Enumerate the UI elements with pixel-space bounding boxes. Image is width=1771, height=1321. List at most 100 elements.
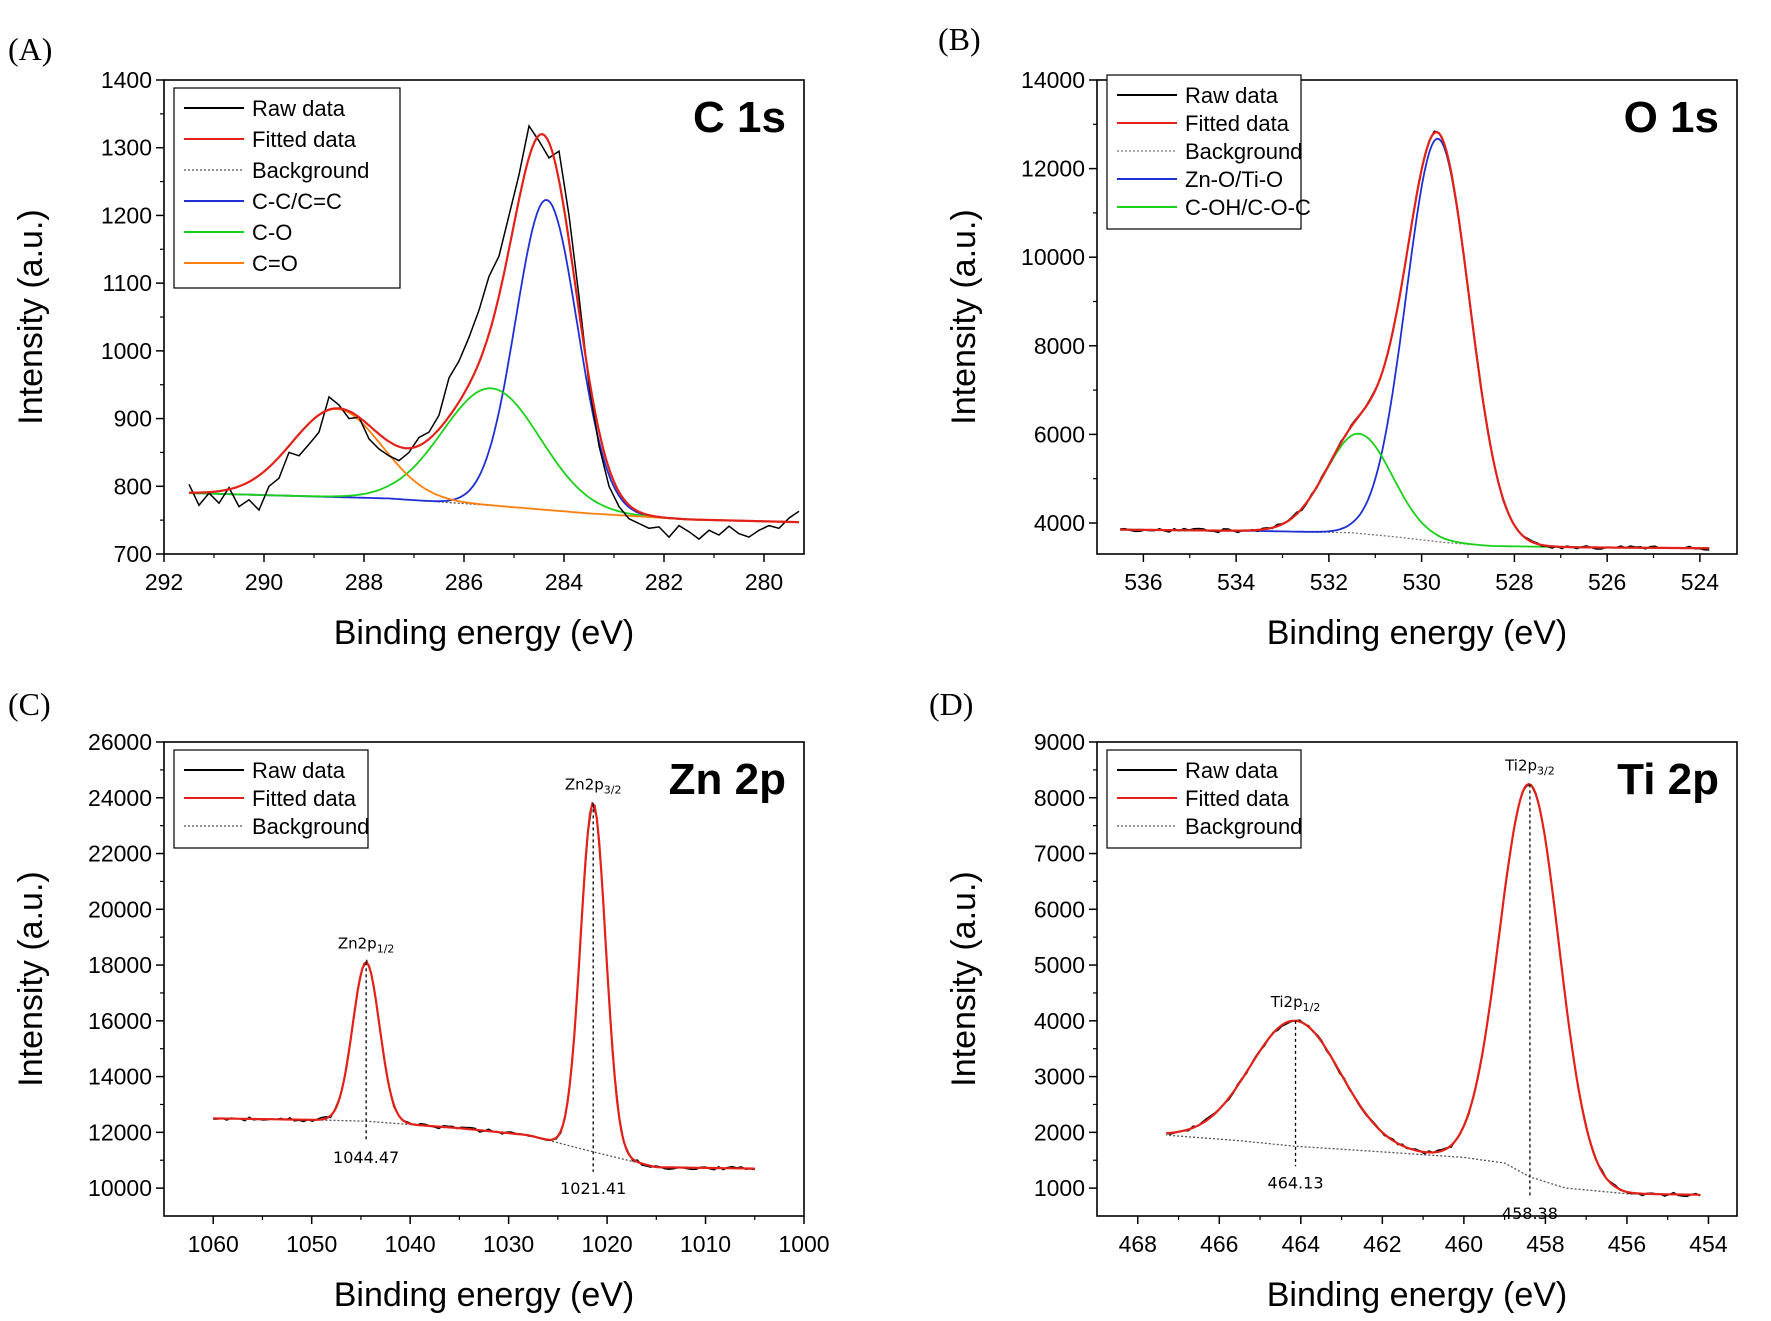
background-line [213,1117,755,1170]
x-tick-label: 1030 [483,1231,534,1257]
peak-label-main: Ti2p [1270,993,1303,1011]
x-tick-label: 528 [1495,569,1533,595]
legend-entry: Zn-O/Ti-O [1185,167,1283,192]
legend-entry: Raw data [1185,83,1279,108]
x-tick-label: 292 [145,569,183,595]
peak-value-label: 458.38 [1502,1204,1558,1223]
legend-entry: Fitted data [1185,111,1290,136]
y-tick-label: 8000 [1034,785,1085,811]
y-tick-label: 14000 [88,1064,152,1090]
plot-frame [1096,741,1738,1217]
y-tick-label: 4000 [1034,510,1085,536]
y-tick-label: 10000 [88,1175,152,1201]
peak-label-subscript: 1/2 [377,942,395,955]
legend-box [173,87,401,289]
y-tick-label: 8000 [1034,333,1085,359]
panel-c1s: (A) 700 800 900 1000 1100 1200 1300 1400 292 290 2… [8,31,805,652]
y-tick-label: 10000 [1021,244,1085,270]
peak-value-label: 464.13 [1268,1173,1324,1192]
fitted-line [1166,782,1701,1196]
x-tick-label: 290 [245,569,283,595]
panel-title: C 1s [693,93,786,142]
legend-entry: Background [252,814,369,839]
x-axis-title: Binding energy (eV) [334,1276,635,1314]
peak-label: Ti2p1/2 [1270,993,1321,1014]
x-tick-label: 454 [1689,1231,1728,1257]
peak-label-subscript: 3/2 [1537,764,1555,777]
x-tick-label: 1010 [680,1231,731,1257]
y-tick-label: 12000 [88,1119,152,1145]
x-tick-label: 282 [645,569,683,595]
x-tick-label: 460 [1445,1231,1483,1257]
y-tick-label: 2000 [1034,1119,1085,1145]
panel-zn2p: (C) 10000 12000 14000 16000 18000 20000 22000 2… [8,686,830,1314]
x-tick-label: 524 [1681,569,1720,595]
x-axis-title: Binding energy (eV) [1267,1276,1568,1314]
panel-letter: (B) [938,21,981,57]
y-tick-label: 1000 [1034,1175,1085,1201]
x-tick-label: 1000 [778,1231,829,1257]
legend-entry: C=O [252,251,298,276]
background-line [1166,1134,1701,1196]
y-tick-label: 20000 [88,896,152,922]
fitted-line [213,802,755,1170]
legend-entry: Fitted data [1185,786,1290,811]
panel-o1s: (B) 4000 6000 8000 10000 12000 14000 536 534 532… [938,21,1738,652]
x-tick-label: 462 [1363,1231,1401,1257]
y-tick-label: 6000 [1034,896,1085,922]
x-axis-title: Binding energy (eV) [1267,614,1568,652]
y-tick-label: 14000 [1021,67,1085,93]
peak-label-main: Zn2p [338,934,377,952]
legend-box [1106,74,1302,230]
plot-frame [163,741,805,1217]
panel-title: O 1s [1624,93,1719,142]
x-axis-title: Binding energy (eV) [334,614,635,652]
legend-entry: Background [252,158,369,183]
y-tick-label: 900 [114,406,152,432]
x-tick-label: 1040 [385,1231,436,1257]
legend-entry: Background [1185,814,1302,839]
y-tick-label: 1200 [101,202,152,228]
panel-letter: (D) [929,686,973,722]
y-tick-label: 26000 [88,729,152,755]
background-line [189,492,800,523]
peak-value-label: 1044.47 [333,1148,399,1167]
y-tick-label: 1100 [103,270,152,296]
y-axis-title: Intensity (a.u.) [12,209,50,424]
panel-letter: (A) [8,31,52,67]
legend-entry: C-O [252,220,292,245]
panel-title: Zn 2p [669,755,786,804]
x-tick-label: 1020 [581,1231,632,1257]
y-tick-label: 1300 [101,135,152,161]
x-tick-label: 526 [1588,569,1626,595]
y-axis-title: Intensity (a.u.) [945,871,983,1086]
legend-entry: Raw data [252,758,346,783]
y-axis-title: Intensity (a.u.) [12,871,50,1086]
raw-data-line [188,124,800,541]
y-tick-label: 4000 [1034,1008,1085,1034]
y-tick-label: 1000 [101,338,152,364]
y-tick-label: 800 [114,473,152,499]
fitted-line [189,132,800,524]
legend-entry: C-OH/C-O-C [1185,195,1311,220]
peak-label: Ti2p3/2 [1504,756,1555,777]
x-tick-label: 536 [1124,569,1162,595]
panel-letter: (C) [8,686,51,722]
component-line [189,408,800,524]
y-tick-label: 16000 [88,1008,152,1034]
y-axis-title: Intensity (a.u.) [945,209,983,424]
y-tick-label: 5000 [1034,952,1085,978]
x-tick-label: 1050 [286,1231,337,1257]
x-tick-label: 534 [1217,569,1256,595]
legend-entry: Background [1185,139,1302,164]
y-tick-label: 7000 [1034,841,1085,867]
peak-label: Zn2p1/2 [338,934,395,955]
x-tick-label: 456 [1608,1231,1646,1257]
peak-label-subscript: 3/2 [604,783,622,796]
x-tick-label: 532 [1310,569,1348,595]
legend-entry: Raw data [1185,758,1279,783]
y-tick-label: 3000 [1034,1064,1085,1090]
y-tick-label: 24000 [88,785,152,811]
peak-label-main: Zn2p [565,775,604,793]
